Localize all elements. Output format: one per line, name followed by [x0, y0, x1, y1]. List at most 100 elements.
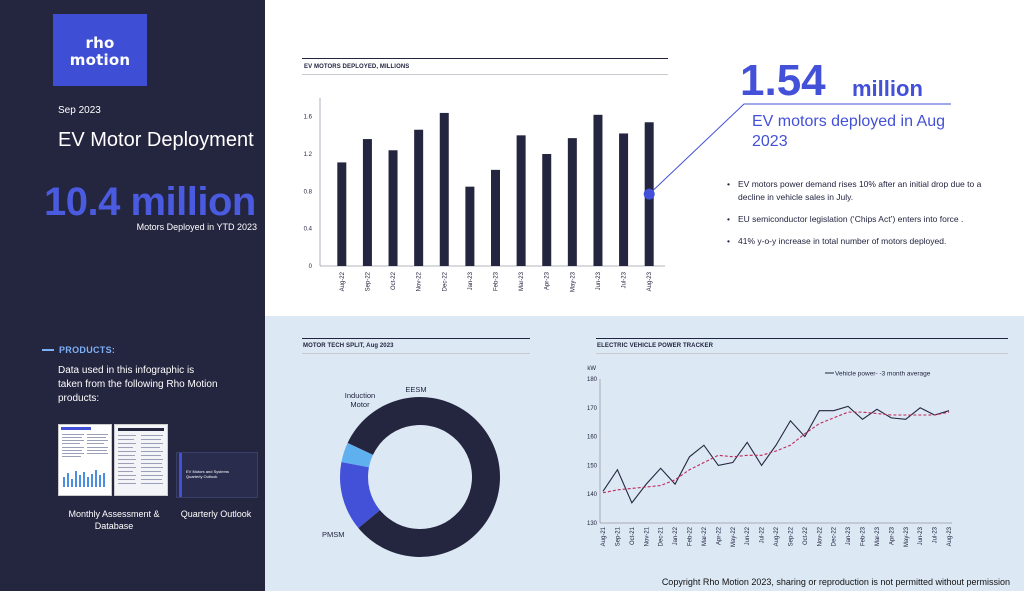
bar-x-tick-label: Nov-22 — [417, 271, 423, 291]
line-x-tick-label: Oct-21 — [630, 526, 636, 545]
line-y-tick-label: 180 — [587, 377, 598, 383]
line-x-tick-label: Jan-22 — [673, 526, 679, 545]
bar — [542, 154, 552, 266]
donut-title-rule — [302, 353, 530, 354]
products-dash — [42, 349, 54, 351]
products-heading: PRODUCTS: — [59, 345, 116, 355]
ytd-total: 10.4 million — [44, 180, 256, 224]
bar — [593, 114, 603, 266]
line-legend-text: Vehicle power- -3 month average — [835, 371, 931, 378]
line-chart-series — [602, 405, 950, 504]
bar-chart-bars — [337, 112, 654, 266]
donut-slice — [340, 462, 380, 528]
bar-x-tick-label: Oct-22 — [391, 271, 397, 290]
bar-y-tick-label: 1.6 — [304, 115, 313, 121]
bar — [516, 135, 526, 266]
ytd-caption: Motors Deployed in YTD 2023 — [136, 222, 257, 232]
line-chart-title-rule — [596, 353, 1008, 354]
bar-y-tick-label: 0 — [309, 264, 313, 270]
bar-x-tick-label: Jun-23 — [596, 271, 602, 290]
bar-x-tick-label: Feb-23 — [494, 271, 500, 291]
vehicle-power-line — [602, 405, 950, 504]
donut-slice — [341, 442, 373, 468]
line-x-tick-label: Mar-22 — [702, 526, 708, 546]
bar — [567, 138, 577, 266]
line-y-tick-label: 150 — [587, 463, 598, 469]
bar-x-tick-label: Mar-23 — [519, 271, 525, 291]
line-x-tick-label: Oct-22 — [803, 526, 809, 545]
bar — [644, 122, 654, 266]
line-x-tick-label: Sep-21 — [615, 526, 621, 546]
key-point: EU semiconductor legislation (‘Chips Act… — [727, 213, 1002, 226]
bar-x-tick-label: Jul-23 — [622, 271, 628, 288]
line-x-tick-label: Aug-23 — [947, 526, 953, 546]
donut-slice — [347, 397, 500, 557]
donut-labels: PMSM Induction Motor EESM — [322, 385, 427, 539]
report-title: EV Motor Deployment — [58, 129, 254, 151]
donut-top-rule — [302, 338, 530, 339]
line-x-tick-label: Jul-23 — [933, 526, 939, 543]
line-x-tick-label: Mar-23 — [875, 526, 881, 546]
logo-line-2: motion — [69, 51, 131, 69]
product1-caption: Monthly Assessment & Database — [68, 509, 160, 531]
bar — [337, 162, 347, 266]
line-x-tick-label: Dec-21 — [659, 526, 665, 546]
line-x-tick-label: Jul-22 — [760, 526, 766, 543]
key-point: 41% y-o-y increase in total number of mo… — [727, 235, 1002, 248]
copyright-notice: Copyright Rho Motion 2023, sharing or re… — [661, 577, 1010, 587]
donut-title: MOTOR TECH SPLIT, Aug 2023 — [303, 343, 394, 349]
key-points-list: EV motors power demand rises 10% after a… — [727, 178, 1002, 257]
line-chart-title: ELECTRIC VEHICLE POWER TRACKER — [597, 343, 714, 349]
bar-chart-labels: 0 0.4 0.8 1.2 1.6 Aug-22 Sep-22 Oct-22 Nov-22 Dec… — [304, 115, 654, 292]
bar — [362, 139, 372, 266]
line-x-tick-label: Nov-21 — [644, 526, 650, 546]
donut-label-induction: Induction Motor — [345, 391, 375, 409]
donut-label-eesm: EESM — [405, 385, 426, 394]
quarterly-outlook-thumbnail[interactable]: EV Motors and Systems Quarterly Outlook — [176, 452, 258, 498]
database-thumbnail[interactable] — [114, 424, 168, 496]
line-chart-axes — [599, 379, 952, 524]
bar-chart: 0 0.4 0.8 1.2 1.6 Aug-22 Sep-22 Oct-22 Nov-22 Dec… — [304, 98, 665, 292]
bar-x-tick-label: May-23 — [570, 271, 576, 292]
bar-x-tick-label: Jan-23 — [468, 271, 474, 290]
line-x-tick-label: May-23 — [904, 526, 910, 547]
thumb-accent-bar — [179, 453, 182, 497]
report-date: Sep 2023 — [58, 105, 101, 116]
line-y-tick-label: 130 — [587, 521, 598, 527]
bar — [388, 150, 398, 266]
bar-x-tick-label: Aug-22 — [340, 271, 346, 291]
bar-y-tick-label: 0.8 — [304, 189, 313, 195]
line-x-tick-label: Aug-21 — [601, 526, 607, 546]
bar-x-tick-label: Apr-23 — [545, 271, 551, 290]
line-x-tick-label: Apr-23 — [889, 526, 895, 545]
bar — [619, 133, 629, 266]
bar-chart-title-rule — [302, 74, 668, 75]
bar-x-tick-label: Aug-23 — [647, 271, 653, 291]
line-x-tick-label: Sep-22 — [788, 526, 794, 546]
line-x-tick-label: Dec-22 — [832, 526, 838, 546]
donut-label-pmsm: PMSM — [322, 530, 345, 539]
line-x-tick-label: Feb-22 — [688, 526, 694, 546]
line-y-tick-label: 160 — [587, 435, 598, 441]
thumb-content-lines — [62, 434, 108, 487]
line-y-tick-label: 140 — [587, 492, 598, 498]
line-x-tick-label: Jun-23 — [918, 526, 924, 545]
line-x-tick-label: Feb-23 — [861, 526, 867, 546]
thumb-header-bar — [61, 427, 91, 430]
three-month-average-line — [602, 411, 950, 494]
products-description: Data used in this infographic is taken f… — [58, 365, 218, 404]
headline-number: 1.54 — [740, 56, 826, 105]
bar-x-tick-label: Sep-22 — [365, 271, 371, 291]
line-x-tick-label: Aug-22 — [774, 526, 780, 546]
monthly-assessment-thumbnail-1[interactable] — [58, 424, 112, 496]
line-y-tick-label: 170 — [587, 406, 598, 412]
bar — [491, 169, 500, 266]
key-point: EV motors power demand rises 10% after a… — [727, 178, 1002, 204]
outlook-thumb-title: EV Motors and Systems Quarterly Outlook — [186, 469, 229, 479]
logo-line-1: rho — [85, 34, 115, 52]
bar-y-tick-label: 0.4 — [304, 227, 313, 233]
bar-x-tick-label: Dec-22 — [442, 271, 448, 291]
sidebar: rho motion Sep 2023 EV Motor Deployment … — [0, 0, 265, 591]
bar — [465, 186, 475, 266]
line-x-tick-label: Nov-22 — [817, 526, 823, 546]
